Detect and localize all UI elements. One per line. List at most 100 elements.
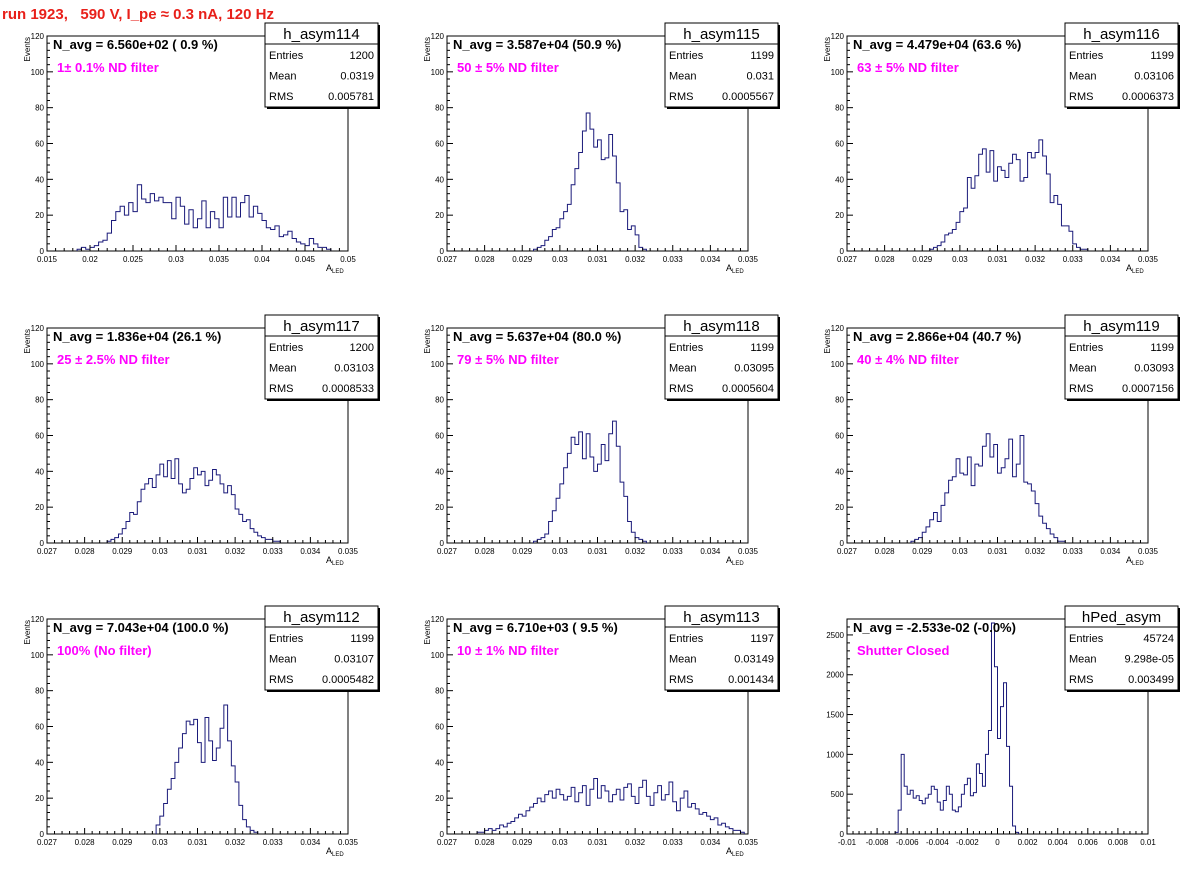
- stats-value-rms: 0.0005604: [722, 383, 774, 395]
- y-axis-label: Events: [423, 329, 432, 353]
- histogram-series: [910, 433, 1066, 543]
- histogram-pad-h_asym115: 0.027 0.028 0.029 0.03 0.031 0.032 0.033 0.034 0…: [423, 22, 780, 275]
- histogram-pad-h_asym114: 0.015 0.02 0.025 0.03 0.035 0.04 0.045 0.05 0 20 4…: [23, 22, 380, 275]
- y-tick-label: 40: [35, 467, 44, 476]
- y-tick-label: 20: [35, 794, 44, 803]
- stats-key-rms: RMS: [1069, 91, 1093, 103]
- y-tick-label: 80: [35, 396, 44, 405]
- x-tick-label: 0.027: [37, 838, 58, 847]
- stats-key-rms: RMS: [269, 674, 293, 686]
- y-axis-label: Events: [423, 37, 432, 61]
- y-tick-label: 20: [35, 503, 44, 512]
- y-tick-label: 40: [835, 175, 844, 184]
- x-tick-label: 0.034: [1100, 255, 1121, 264]
- y-tick-label: 100: [431, 360, 445, 369]
- stats-value-mean: 0.03095: [734, 363, 774, 375]
- stats-value-entries: 1199: [1150, 50, 1174, 62]
- x-tick-label: 0.035: [738, 255, 759, 264]
- stats-key-rms: RMS: [669, 674, 693, 686]
- y-tick-label: 80: [435, 104, 444, 113]
- y-tick-label: 60: [435, 723, 444, 732]
- x-tick-label: 0.035: [338, 838, 359, 847]
- x-tick-label: 0.028: [875, 547, 896, 556]
- y-tick-label: 40: [435, 175, 444, 184]
- stats-key-mean: Mean: [1069, 654, 1097, 666]
- histogram-name: h_asym115: [683, 26, 759, 43]
- x-tick-label: 0.032: [1025, 547, 1046, 556]
- x-tick-label: 0.032: [625, 547, 646, 556]
- y-tick-label: 120: [831, 324, 845, 333]
- y-tick-label: 80: [35, 104, 44, 113]
- stats-key-mean: Mean: [1069, 71, 1097, 83]
- y-tick-label: 60: [35, 723, 44, 732]
- x-axis-label: ALED: [1126, 555, 1144, 567]
- x-tick-label: -0.01: [838, 838, 857, 847]
- histogram-name: h_asym114: [283, 26, 359, 43]
- stats-key-entries: Entries: [669, 633, 704, 645]
- stats-key-entries: Entries: [669, 342, 704, 354]
- y-tick-label: 40: [35, 175, 44, 184]
- x-tick-label: 0.028: [75, 838, 96, 847]
- y-tick-label: 60: [435, 140, 444, 149]
- x-tick-label: 0.029: [912, 547, 933, 556]
- y-tick-label: 0: [440, 247, 445, 256]
- navg-text: N_avg = 3.587e+04 (50.9 %): [453, 37, 621, 52]
- x-tick-label: 0.028: [475, 547, 496, 556]
- y-tick-label: 120: [431, 32, 445, 41]
- x-tick-label: 0.032: [625, 838, 646, 847]
- x-axis-label: ALED: [726, 263, 744, 275]
- y-tick-label: 100: [831, 360, 845, 369]
- y-tick-label: 60: [35, 140, 44, 149]
- x-tick-label: 0.035: [209, 255, 230, 264]
- stats-key-mean: Mean: [269, 363, 297, 375]
- histogram-series: [929, 139, 1089, 251]
- y-tick-label: 0: [40, 539, 45, 548]
- histogram-name: h_asym117: [283, 318, 359, 335]
- filter-annotation: 1± 0.1% ND filter: [57, 60, 159, 75]
- x-tick-label: 0.034: [700, 838, 721, 847]
- x-tick-label: 0.031: [587, 255, 608, 264]
- x-axis-label: ALED: [326, 263, 344, 275]
- histogram-name: h_asym113: [683, 609, 759, 626]
- stats-box: [1064, 22, 1179, 108]
- y-tick-label: 1500: [826, 711, 844, 720]
- y-tick-label: 120: [31, 615, 45, 624]
- x-tick-label: 0.031: [587, 838, 608, 847]
- y-tick-label: 80: [435, 687, 444, 696]
- x-tick-label: 0.015: [37, 255, 58, 264]
- stats-key-entries: Entries: [1069, 50, 1104, 62]
- stats-box: [1064, 605, 1179, 691]
- y-tick-label: 0: [40, 247, 45, 256]
- stats-value-mean: 0.0319: [340, 71, 374, 83]
- x-tick-label: 0.034: [1100, 547, 1121, 556]
- y-tick-label: 0: [40, 830, 45, 839]
- stats-key-rms: RMS: [669, 91, 693, 103]
- histogram-pad-h_asym119: 0.027 0.028 0.029 0.03 0.031 0.032 0.033 0.034 0…: [823, 314, 1180, 567]
- histogram-name: h_asym119: [1083, 318, 1159, 335]
- y-tick-label: 40: [435, 467, 444, 476]
- stats-key-rms: RMS: [1069, 383, 1093, 395]
- stats-value-entries: 1199: [1150, 342, 1174, 354]
- y-tick-label: 100: [431, 651, 445, 660]
- filter-annotation: 10 ± 1% ND filter: [457, 643, 559, 658]
- stats-key-entries: Entries: [269, 50, 304, 62]
- stats-value-entries: 1200: [350, 342, 374, 354]
- stats-key-rms: RMS: [269, 383, 293, 395]
- x-tick-label: 0.027: [437, 255, 458, 264]
- stats-value-entries: 1197: [750, 633, 774, 645]
- stats-key-mean: Mean: [1069, 363, 1097, 375]
- navg-text: N_avg = 4.479e+04 (63.6 %): [853, 37, 1021, 52]
- x-tick-label: 0.027: [437, 547, 458, 556]
- stats-box: [664, 314, 779, 400]
- x-tick-label: 0.029: [112, 838, 133, 847]
- y-tick-label: 120: [831, 32, 845, 41]
- filter-annotation: 100% (No filter): [57, 643, 152, 658]
- stats-key-mean: Mean: [269, 654, 297, 666]
- x-tick-label: 0.025: [123, 255, 144, 264]
- histogram-pad-h_asym113: 0.027 0.028 0.029 0.03 0.031 0.032 0.033 0.034 0…: [423, 605, 780, 858]
- x-tick-label: 0.035: [1138, 255, 1159, 264]
- histogram-name: h_asym116: [1083, 26, 1159, 43]
- filter-annotation: Shutter Closed: [857, 643, 950, 658]
- stats-value-mean: 0.03107: [334, 654, 374, 666]
- run-title: run 1923, 590 V, I_pe ≈ 0.3 nA, 120 Hz: [2, 6, 274, 23]
